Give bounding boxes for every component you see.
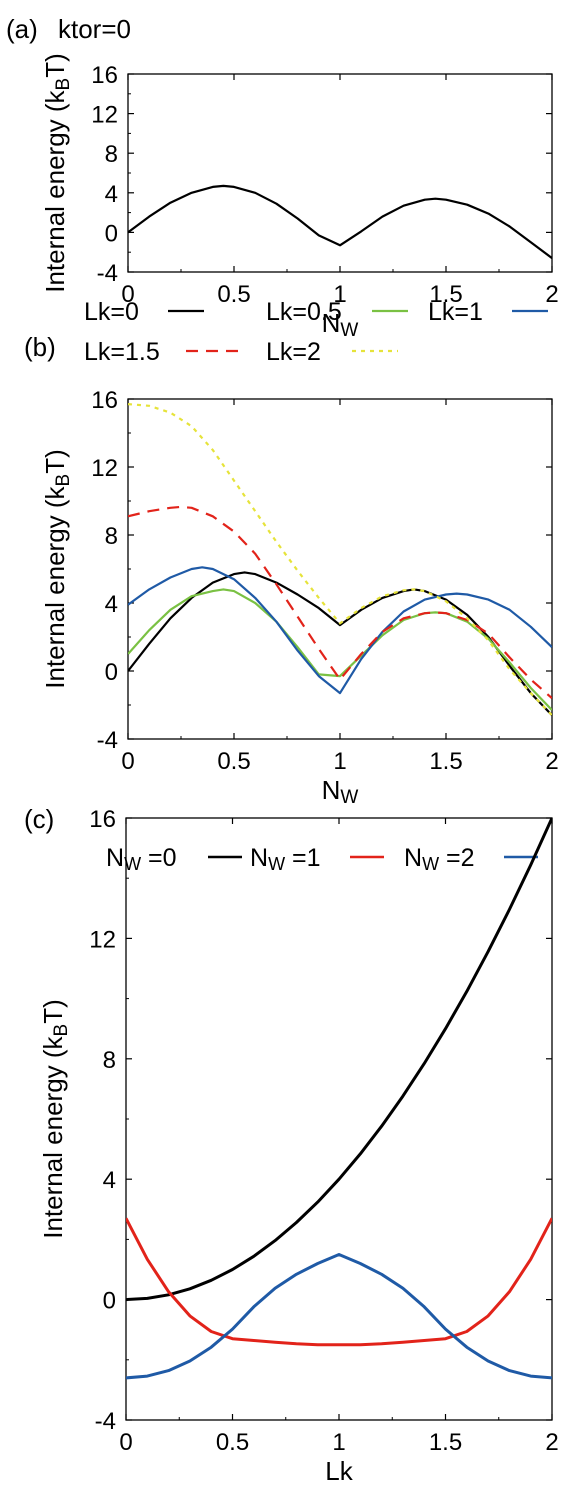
y-axis-label-post: T): [40, 53, 70, 78]
y-tick-label-c: 8: [103, 1047, 116, 1074]
series-line-a-0: [128, 184, 552, 259]
series-line-b-1: [128, 588, 552, 711]
x-axis-label-main: N: [322, 775, 341, 805]
x-tick-label-a: 0: [121, 281, 134, 308]
legend-label-c-sub: W: [124, 854, 141, 874]
x-tick-label-b: 1: [333, 748, 346, 775]
legend-label-c-main: N: [250, 844, 268, 872]
x-tick-label-b: 1.5: [429, 748, 462, 775]
plot-frame-c: [125, 817, 553, 1421]
y-axis-label-post: T): [40, 449, 70, 474]
y-axis-label-sub: B: [53, 474, 74, 487]
y-axis-label-c: Internal energy (kBT): [38, 999, 72, 1239]
x-tick-label-a: 1: [333, 281, 346, 308]
y-tick-label-b: 4: [105, 591, 118, 618]
y-tick-label-a: -4: [97, 260, 118, 287]
legend-label-c-main: N: [404, 844, 422, 872]
x-axis-label-a: NW: [322, 308, 359, 341]
y-tick-label-b: 16: [91, 387, 118, 414]
panel-a-annotation-sub: tor: [71, 14, 102, 44]
x-tick-label-a: 2: [545, 281, 558, 308]
y-axis-label-pre: Internal energy (k: [40, 485, 70, 688]
legend-label-b: Lk=0: [84, 298, 139, 326]
legend-label-c-suffix: =0: [141, 844, 176, 872]
legend-label-c-main: N: [106, 844, 124, 872]
x-axis-label-sub: W: [340, 320, 358, 341]
y-axis-label-sub: B: [53, 78, 74, 91]
x-axis-label-sub: W: [340, 787, 358, 808]
x-tick-label-a: 0.5: [217, 281, 250, 308]
x-axis-label-main: Lk: [325, 1456, 353, 1484]
x-tick-label-a: 1.5: [429, 281, 462, 308]
y-axis-label-pre: Internal energy (k: [40, 89, 70, 292]
y-tick-label-c: -4: [95, 1408, 116, 1435]
y-tick-label-b: 8: [105, 523, 118, 550]
series-line-c-1: [126, 1217, 552, 1347]
panel-a-letter: (a): [6, 14, 38, 44]
y-axis-label-a: Internal energy (kBT): [40, 53, 74, 293]
y-tick-label-a: 0: [105, 220, 118, 247]
legend-label-b: Lk=1: [428, 298, 483, 326]
legend-label-c: NW =2: [404, 844, 475, 874]
legend-b: Lk=0 Lk=0.5 Lk=1 Lk=1.5 Lk=2: [84, 298, 548, 366]
series-line-b-3: [128, 505, 552, 700]
x-tick-label-c: 0.5: [216, 1429, 249, 1456]
panel-a-annotation: ktor=0: [58, 14, 131, 44]
y-axis-label-sub: B: [51, 1024, 72, 1037]
series-line-b-0: [128, 571, 552, 716]
x-tick-label-b: 0: [121, 748, 134, 775]
x-tick-label-b: 2: [545, 748, 558, 775]
legend-label-b: Lk=1.5: [84, 338, 160, 366]
y-axis-label-b: Internal energy (kBT): [40, 449, 74, 689]
y-tick-label-a: 8: [105, 141, 118, 168]
legend-label-c-suffix: =2: [439, 844, 474, 872]
y-tick-label-c: 0: [103, 1288, 116, 1315]
x-tick-label-c: 1: [332, 1429, 345, 1456]
legend-label-c-sub: W: [422, 854, 439, 874]
y-tick-label-b: 12: [91, 455, 118, 482]
y-tick-label-c: 12: [89, 926, 116, 953]
x-axis-label-main: N: [322, 308, 341, 338]
x-tick-label-c: 0: [119, 1429, 132, 1456]
series-line-b-2: [128, 566, 552, 695]
series-line-b-4: [128, 403, 552, 716]
x-tick-label-b: 0.5: [217, 748, 250, 775]
legend-c: NW =0 NW =1 NW =2: [106, 844, 538, 874]
panel-c-letter: (c): [24, 804, 54, 834]
y-axis-label-post: T): [38, 999, 68, 1024]
y-tick-label-a: 16: [91, 62, 118, 89]
legend-label-c: NW =0: [106, 844, 177, 874]
y-tick-label-a: 4: [105, 181, 118, 208]
legend-label-b: Lk=2: [266, 338, 321, 366]
x-tick-label-c: 1.5: [429, 1429, 462, 1456]
series-line-c-2: [126, 1253, 552, 1380]
panel-b-letter: (b): [24, 332, 56, 362]
y-tick-label-c: 16: [89, 806, 116, 833]
x-axis-label-c: Lk: [325, 1456, 353, 1484]
y-tick-label-b: 0: [105, 659, 118, 686]
y-tick-label-a: 12: [91, 102, 118, 129]
x-axis-label-b: NW: [322, 775, 359, 808]
y-tick-label-c: 4: [103, 1167, 116, 1194]
legend-label-c-sub: W: [268, 854, 285, 874]
panel-a-annotation-suffix: =0: [101, 14, 131, 44]
legend-label-c-suffix: =1: [285, 844, 320, 872]
legend-label-b: Lk=0.5: [266, 298, 342, 326]
panel-a-annotation-main: k: [58, 14, 72, 44]
y-axis-label-pre: Internal energy (k: [38, 1035, 68, 1238]
y-tick-label-b: -4: [97, 727, 118, 754]
plot-frame-a: [127, 73, 553, 273]
series-line-c-0: [126, 818, 552, 1302]
x-tick-label-c: 2: [545, 1429, 558, 1456]
legend-label-c: NW =1: [250, 844, 321, 874]
